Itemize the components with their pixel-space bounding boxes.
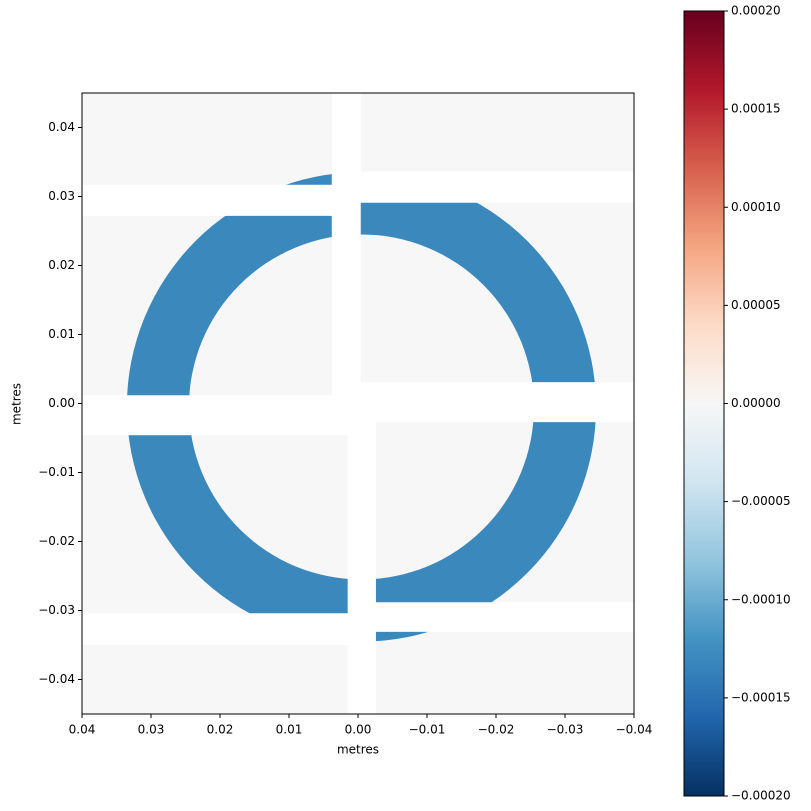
detector-panel bbox=[360, 93, 634, 172]
y-tick-label: −0.02 bbox=[38, 534, 75, 548]
x-axis-label: metres bbox=[337, 743, 379, 757]
x-tick-label: 0.02 bbox=[207, 723, 234, 737]
colorbar-tick-label: −0.00020 bbox=[731, 789, 791, 803]
y-tick-label: −0.04 bbox=[38, 672, 75, 686]
colorbar-tick-label: −0.00010 bbox=[731, 592, 791, 606]
colorbar-tick-label: 0.00015 bbox=[731, 102, 781, 116]
plot-frame bbox=[81, 92, 635, 715]
y-tick-label: −0.01 bbox=[38, 465, 75, 479]
colorbar-tick-label: −0.00005 bbox=[731, 494, 791, 508]
colorbar-tick-label: 0.00000 bbox=[731, 396, 781, 410]
colorbar-tick-label: 0.00010 bbox=[731, 200, 781, 214]
y-tick-label: 0.04 bbox=[48, 120, 75, 134]
colorbar-tick-label: 0.00005 bbox=[731, 298, 781, 312]
x-tick-label: −0.04 bbox=[616, 723, 653, 737]
colorbar-tick-label: −0.00015 bbox=[731, 690, 791, 704]
colorbar-tick-label: 0.00020 bbox=[731, 4, 781, 18]
y-tick-label: 0.00 bbox=[48, 396, 75, 410]
detector-panel bbox=[375, 631, 634, 714]
x-tick-label: 0.01 bbox=[276, 723, 303, 737]
y-tick-label: 0.03 bbox=[48, 189, 75, 203]
detector-panel bbox=[82, 93, 332, 185]
detector-panel bbox=[82, 645, 348, 714]
x-tick-label: 0.04 bbox=[69, 723, 96, 737]
x-tick-label: 0.00 bbox=[345, 723, 372, 737]
y-axis-label: metres bbox=[10, 383, 24, 425]
y-tick-label: −0.03 bbox=[38, 603, 75, 617]
plot-area bbox=[82, 93, 634, 714]
y-tick-label: 0.02 bbox=[48, 258, 75, 272]
x-tick-label: −0.02 bbox=[478, 723, 515, 737]
x-tick-label: 0.03 bbox=[138, 723, 165, 737]
x-tick-label: −0.03 bbox=[547, 723, 584, 737]
colorbar bbox=[683, 10, 725, 797]
x-tick-label: −0.01 bbox=[409, 723, 446, 737]
y-tick-label: 0.01 bbox=[48, 327, 75, 341]
